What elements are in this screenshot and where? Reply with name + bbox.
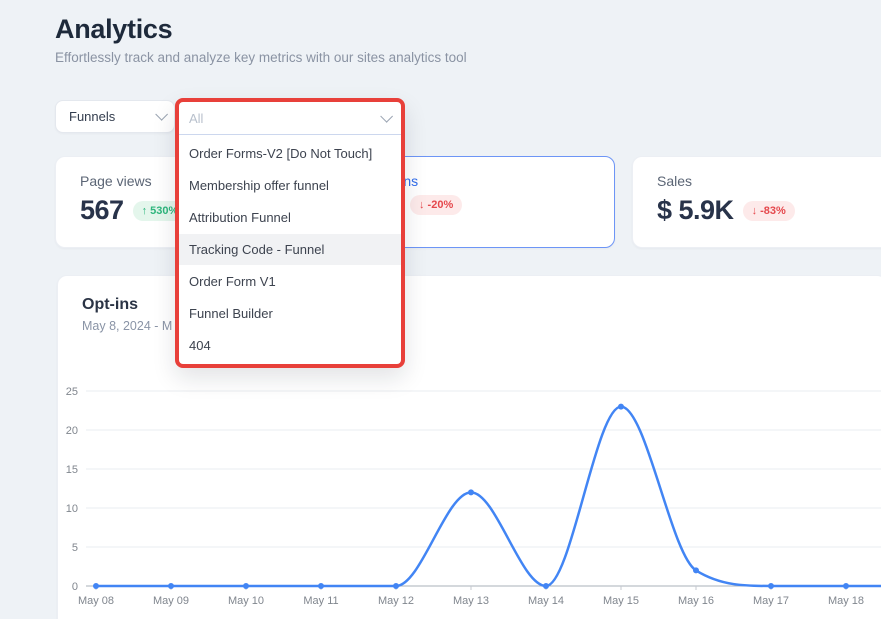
svg-text:May 11: May 11: [303, 595, 338, 607]
funnel-option[interactable]: Order Forms-V2 [Do Not Touch]: [189, 145, 373, 161]
funnel-option[interactable]: Funnel Builder: [189, 306, 273, 322]
chevron-down-icon: [155, 108, 168, 121]
svg-text:25: 25: [66, 386, 78, 398]
funnel-select-placeholder: All: [189, 110, 204, 126]
funnel-option-list: Order Forms-V2 [Do Not Touch] Membership …: [179, 135, 401, 364]
trend-badge-down: ↓ -20%: [410, 195, 463, 215]
stat-card-sales[interactable]: Sales $ 5.9K ↓ -83%: [632, 156, 881, 248]
trend-badge-up: ↑ 530%: [132, 200, 188, 221]
svg-text:May 17: May 17: [753, 595, 789, 607]
funnel-option[interactable]: Order Form V1: [189, 274, 276, 290]
svg-text:0: 0: [72, 581, 78, 593]
svg-text:May 13: May 13: [453, 595, 489, 607]
chart-title: Opt-ins: [82, 296, 138, 313]
stat-card-value: 567: [80, 195, 124, 225]
svg-text:15: 15: [66, 464, 78, 476]
stat-card-label: Page views: [80, 173, 152, 189]
page-subtitle: Effortlessly track and analyze key metri…: [55, 50, 467, 65]
funnels-type-select-value: Funnels: [69, 109, 116, 124]
svg-text:May 15: May 15: [603, 595, 639, 607]
chart-date-range: May 8, 2024 - M: [82, 319, 173, 333]
svg-text:May 14: May 14: [528, 595, 564, 607]
funnel-option[interactable]: Membership offer funnel: [189, 177, 329, 193]
svg-text:10: 10: [66, 503, 78, 515]
svg-text:20: 20: [66, 425, 78, 437]
svg-text:May 16: May 16: [678, 595, 714, 607]
funnel-option[interactable]: Attribution Funnel: [189, 209, 291, 225]
funnels-type-select[interactable]: Funnels: [55, 100, 175, 133]
stat-card-value: $ 5.9K: [657, 195, 734, 225]
trend-badge-down: ↓ -83%: [742, 200, 795, 221]
svg-text:May 18: May 18: [828, 595, 864, 607]
funnel-select-dropdown: All Order Forms-V2 [Do Not Touch] Members…: [175, 98, 405, 368]
svg-text:May 08: May 08: [78, 595, 114, 607]
stat-card-label: Sales: [657, 173, 693, 189]
stat-card-label: Opt-ins: [373, 173, 614, 189]
svg-text:May 12: May 12: [378, 595, 414, 607]
svg-text:May 09: May 09: [153, 595, 189, 607]
funnel-option[interactable]: Tracking Code - Funnel: [179, 233, 401, 265]
funnel-option[interactable]: 404: [189, 338, 211, 354]
svg-text:May 10: May 10: [228, 595, 264, 607]
chevron-down-icon: [380, 109, 393, 123]
funnel-select-input[interactable]: All: [179, 102, 401, 135]
svg-text:5: 5: [72, 542, 78, 554]
page-title: Analytics: [55, 14, 173, 44]
